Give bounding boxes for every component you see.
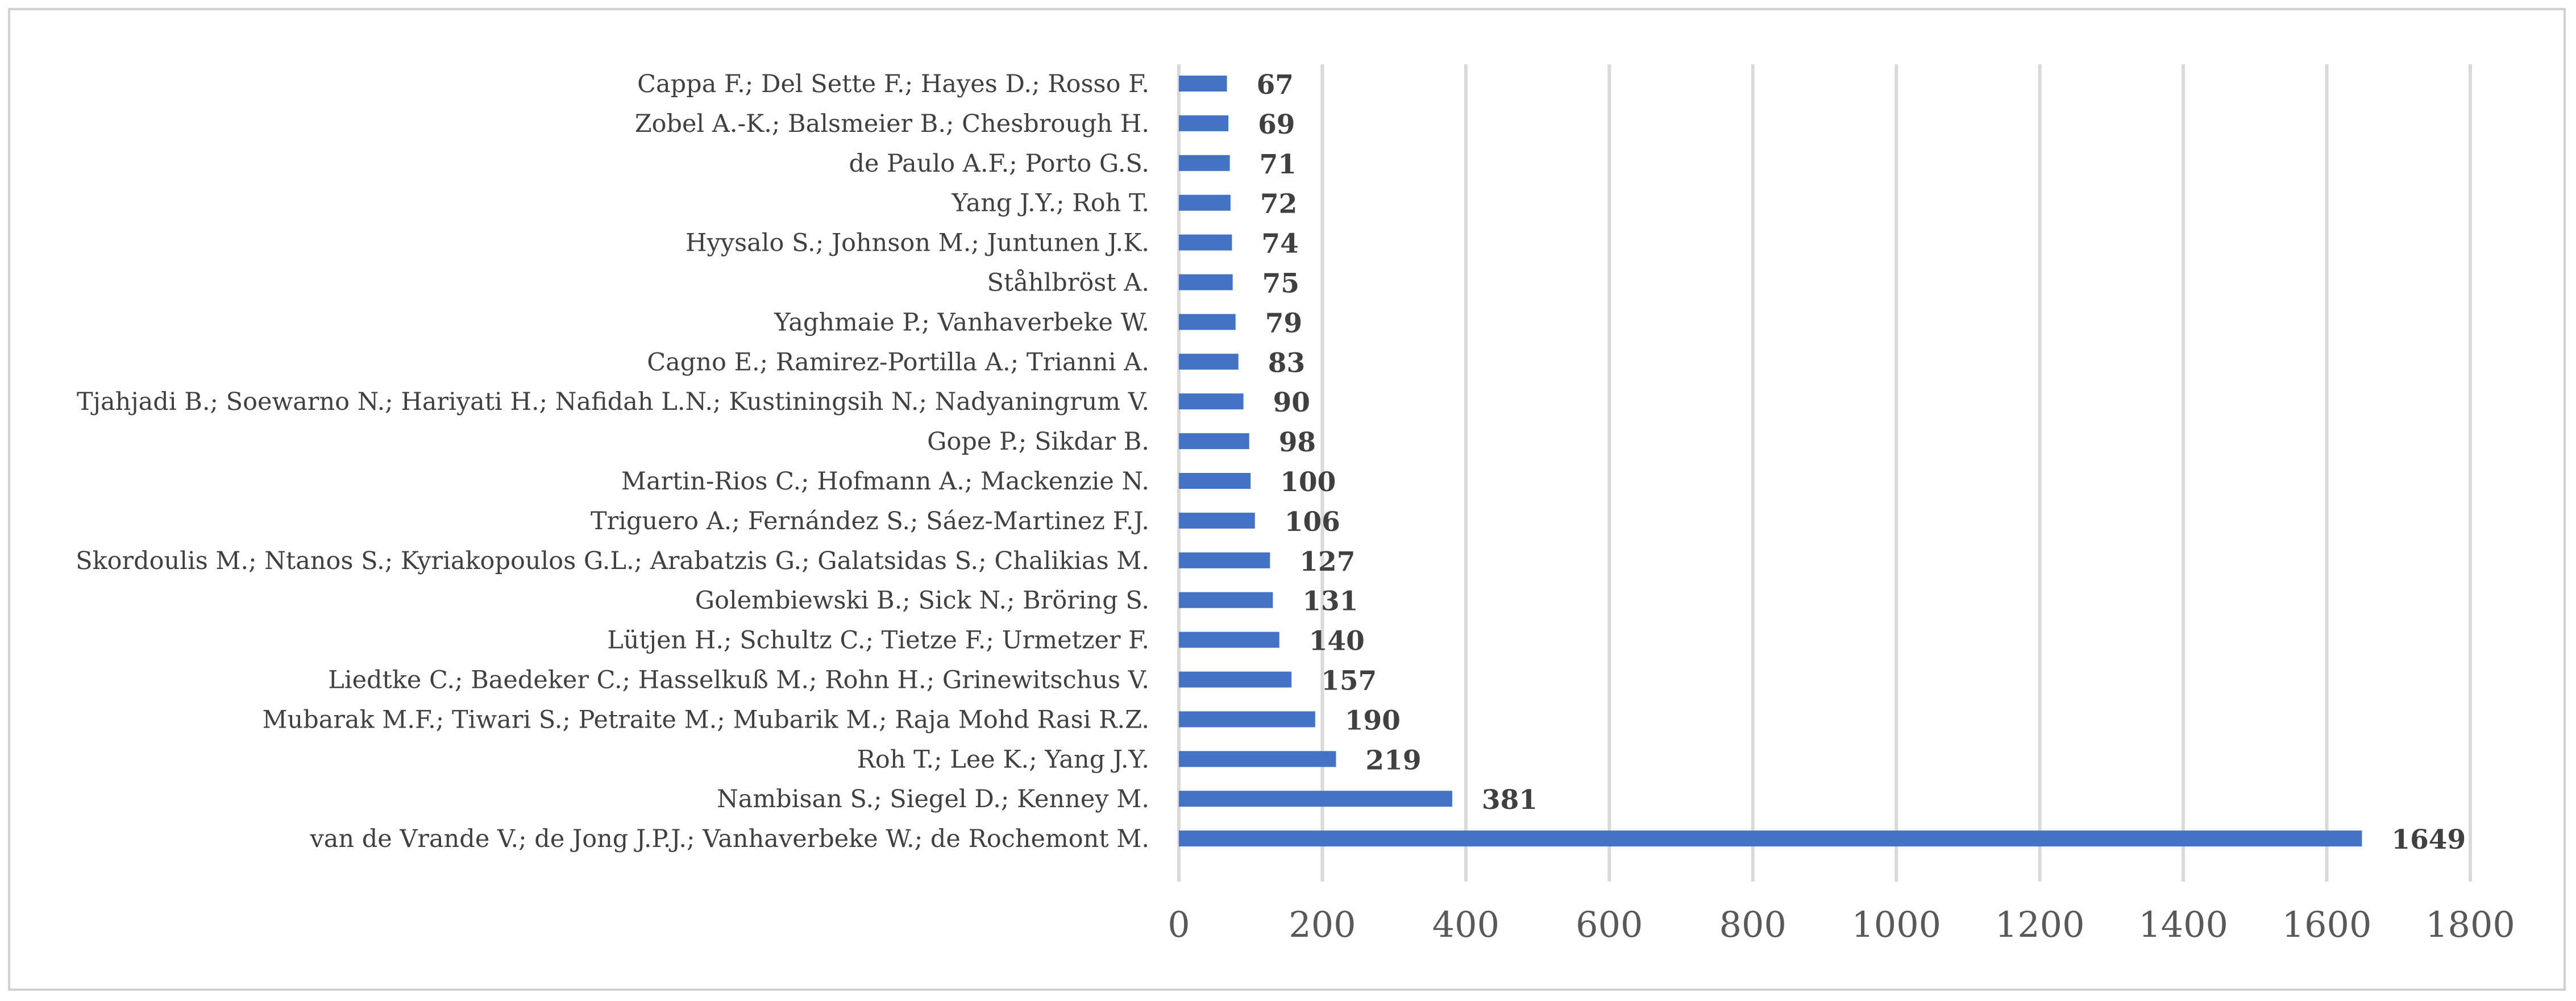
- x-tick-label: 400: [1432, 904, 1499, 945]
- data-label: 71: [1260, 149, 1297, 180]
- category-label: Golembiewski B.; Sick N.; Bröring S.: [695, 587, 1149, 615]
- x-tick-label: 1400: [2138, 904, 2228, 945]
- bar: [1179, 234, 1232, 251]
- category-label: Cagno E.; Ramirez-Portilla A.; Trianni A…: [647, 348, 1149, 376]
- data-label: 381: [1482, 784, 1538, 816]
- category-label: Yang J.Y.; Roh T.: [952, 189, 1149, 218]
- category-label: Lütjen H.; Schultz C.; Tietze F.; Urmetz…: [607, 626, 1149, 655]
- bar: [1179, 751, 1336, 767]
- data-label: 75: [1262, 268, 1299, 300]
- bar: [1179, 393, 1244, 410]
- category-label: Skordoulis M.; Ntanos S.; Kyriakopoulos …: [76, 547, 1149, 575]
- bar: [1179, 592, 1273, 608]
- category-label: Tjahjadi B.; Soewarno N.; Hariyati H.; N…: [77, 388, 1149, 416]
- category-label: Cappa F.; Del Sette F.; Hayes D.; Rosso …: [637, 70, 1149, 98]
- x-tick-label: 1600: [2282, 904, 2372, 945]
- bar: [1179, 433, 1249, 450]
- data-label: 106: [1285, 506, 1340, 538]
- x-axis-tick-labels: 0 200 400 600 800 1000 1200 1400 1600 1800: [1167, 904, 2515, 945]
- data-label: 127: [1299, 546, 1355, 578]
- x-tick-label: 200: [1289, 904, 1356, 945]
- category-label: Gope P.; Sikdar B.: [927, 427, 1149, 456]
- value-labels: 67 69 71 72 74 75 79 83 90 98 100 106 127 131 140 157 19…: [1257, 69, 2466, 855]
- data-label: 131: [1302, 586, 1358, 617]
- bar: [1179, 830, 2362, 847]
- bar: [1179, 671, 1292, 688]
- category-label: Roh T.; Lee K.; Yang J.Y.: [857, 745, 1149, 774]
- data-label: 219: [1365, 745, 1421, 776]
- data-label: 157: [1321, 666, 1377, 697]
- category-label: Hyysalo S.; Johnson M.; Juntunen J.K.: [685, 229, 1149, 257]
- bar: [1179, 76, 1227, 92]
- chart-frame: Cappa F.; Del Sette F.; Hayes D.; Rosso …: [8, 8, 2566, 991]
- x-tick-label: 1000: [1851, 904, 1941, 945]
- category-labels: Cappa F.; Del Sette F.; Hayes D.; Rosso …: [76, 70, 1149, 853]
- bar: [1179, 552, 1270, 568]
- category-label: Martin-Rios C.; Hofmann A.; Mackenzie N.: [621, 467, 1149, 496]
- category-label: Triguero A.; Fernández S.; Sáez-Martinez…: [591, 507, 1149, 535]
- grid-lines: [1177, 64, 2472, 882]
- bar-chart: Cappa F.; Del Sette F.; Hayes D.; Rosso …: [76, 64, 2515, 945]
- data-label: 90: [1273, 387, 1310, 418]
- x-tick-label: 0: [1167, 904, 1190, 945]
- bar: [1179, 354, 1239, 370]
- x-tick-label: 800: [1719, 904, 1786, 945]
- data-label: 190: [1345, 705, 1401, 736]
- x-tick-label: 1800: [2425, 904, 2515, 945]
- bar: [1179, 314, 1236, 330]
- data-label: 74: [1261, 229, 1298, 260]
- data-label: 100: [1280, 467, 1336, 498]
- bar: [1179, 791, 1452, 807]
- bar: [1179, 115, 1229, 131]
- data-label: 79: [1265, 308, 1302, 339]
- bar: [1179, 512, 1255, 529]
- category-label: Ståhlbröst A.: [987, 269, 1149, 297]
- bar: [1179, 711, 1315, 728]
- bars: [1179, 76, 2362, 847]
- category-label: Liedtke C.; Baedeker C.; Hasselkuß M.; R…: [328, 666, 1149, 695]
- bar: [1179, 473, 1251, 489]
- bar: [1179, 194, 1231, 211]
- data-label: 98: [1279, 427, 1316, 458]
- bar: [1179, 632, 1279, 648]
- data-label: 72: [1260, 189, 1297, 220]
- category-label: de Paulo A.F.; Porto G.S.: [849, 149, 1149, 178]
- x-tick-label: 600: [1576, 904, 1643, 945]
- data-label: 1649: [2391, 824, 2466, 855]
- data-label: 83: [1268, 347, 1305, 379]
- category-label: Mubarak M.F.; Tiwari S.; Petraite M.; Mu…: [262, 705, 1149, 734]
- category-label: Yaghmaie P.; Vanhaverbeke W.: [774, 308, 1149, 337]
- bar: [1179, 155, 1230, 171]
- category-label: Nambisan S.; Siegel D.; Kenney M.: [717, 785, 1149, 813]
- data-label: 140: [1309, 626, 1365, 657]
- bar: [1179, 274, 1233, 290]
- category-label: Zobel A.-K.; Balsmeier B.; Chesbrough H.: [635, 110, 1149, 138]
- category-label: van de Vrande V.; de Jong J.P.J.; Vanhav…: [309, 825, 1149, 853]
- data-label: 69: [1258, 109, 1295, 140]
- data-label: 67: [1257, 69, 1294, 101]
- x-tick-label: 1200: [1995, 904, 2085, 945]
